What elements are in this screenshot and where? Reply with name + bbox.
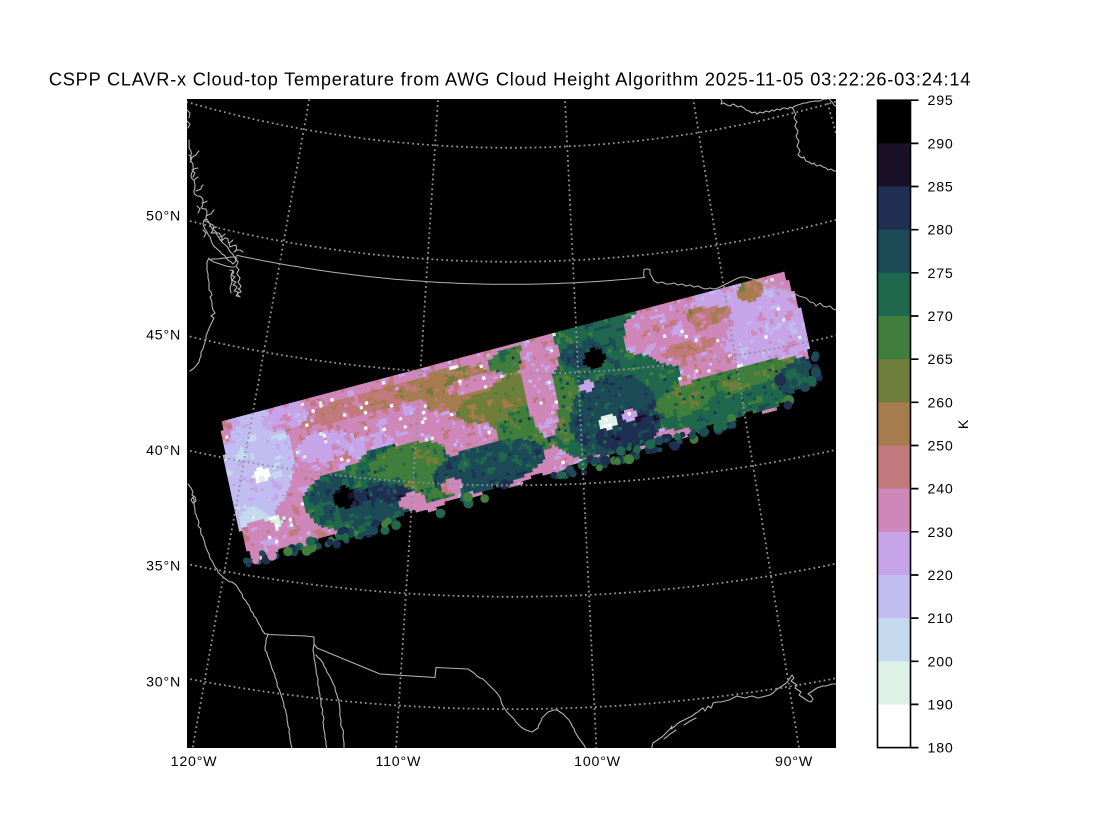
svg-text:30°N: 30°N [146, 675, 181, 691]
svg-text:250: 250 [928, 439, 954, 455]
svg-text:275: 275 [928, 266, 954, 282]
svg-text:CSPP CLAVR-x Cloud-top Tempera: CSPP CLAVR-x Cloud-top Temperature from … [49, 70, 971, 90]
svg-text:230: 230 [928, 525, 954, 541]
svg-text:240: 240 [928, 482, 954, 498]
svg-text:50°N: 50°N [146, 209, 181, 225]
svg-text:100°W: 100°W [574, 754, 621, 770]
svg-text:210: 210 [928, 611, 954, 627]
svg-text:90°W: 90°W [775, 754, 813, 770]
svg-text:295: 295 [928, 93, 954, 109]
svg-text:120°W: 120°W [171, 754, 218, 770]
svg-text:270: 270 [928, 309, 954, 325]
svg-text:260: 260 [928, 395, 954, 411]
svg-text:110°W: 110°W [375, 754, 421, 770]
svg-text:45°N: 45°N [146, 328, 181, 344]
svg-text:265: 265 [928, 352, 954, 368]
svg-text:285: 285 [928, 180, 954, 196]
svg-text:220: 220 [928, 568, 954, 584]
svg-text:180: 180 [928, 741, 954, 757]
svg-text:40°N: 40°N [146, 443, 181, 459]
svg-text:35°N: 35°N [146, 559, 181, 575]
svg-text:200: 200 [928, 654, 954, 670]
svg-text:190: 190 [928, 697, 954, 713]
svg-text:280: 280 [928, 223, 954, 239]
svg-text:290: 290 [928, 136, 954, 152]
svg-text:K: K [956, 419, 972, 429]
